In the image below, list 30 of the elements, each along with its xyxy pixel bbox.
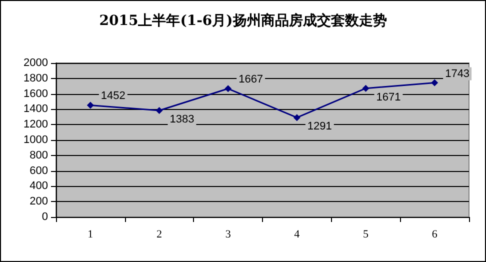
- point: [362, 84, 370, 92]
- point: [224, 85, 232, 92]
- x-tick-label: 2: [156, 228, 162, 240]
- point: [86, 102, 94, 109]
- y-tick-label: 1400: [24, 103, 48, 116]
- y-tick-label: 600: [30, 164, 48, 177]
- y-tick-label: 400: [30, 180, 48, 192]
- y-tick-label: 2000: [24, 57, 48, 69]
- y-tick-label: 200: [30, 196, 48, 208]
- x-tick-label: 5: [363, 228, 369, 240]
- data-label: 1671: [376, 91, 401, 104]
- x-tick-label: 1: [88, 228, 94, 240]
- point: [156, 107, 163, 114]
- x-tick-label: 4: [294, 228, 300, 240]
- y-tick-label: 1800: [24, 72, 48, 84]
- data-label: 1667: [238, 74, 264, 86]
- x-tick-label: 6: [432, 228, 438, 240]
- chart-title: 2015上半年(1-6月)扬州商品房成交套数走势: [99, 12, 387, 29]
- x-tick-label: 3: [225, 228, 232, 240]
- y-tick-label: 1000: [24, 134, 48, 146]
- y-tick-label: 0: [42, 211, 48, 223]
- data-label: 1383: [170, 114, 194, 126]
- point: [293, 114, 300, 122]
- data-label: 1452: [100, 90, 126, 102]
- data-label: 1743: [445, 68, 470, 80]
- y-tick-label: 1600: [24, 88, 48, 100]
- data-label: 1291: [307, 120, 332, 133]
- y-tick-label: 800: [30, 149, 48, 162]
- y-tick-label: 1200: [24, 118, 48, 131]
- point: [431, 79, 438, 86]
